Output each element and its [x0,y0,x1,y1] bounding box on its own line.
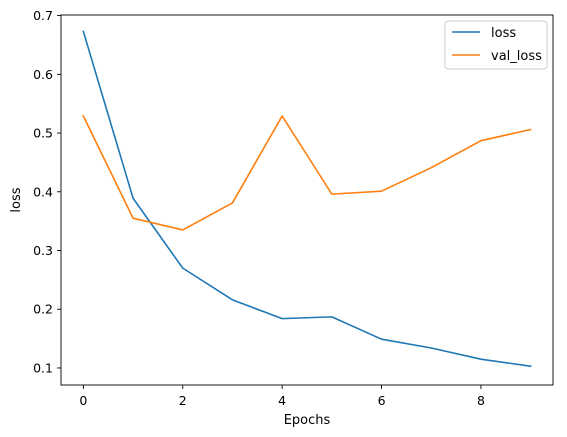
y-tick-label: 0.7 [33,8,53,23]
axes-frame [60,14,554,386]
x-tick-label: 8 [477,393,485,408]
x-tick-label: 0 [79,393,87,408]
legend-label-val-loss: val_loss [491,49,542,64]
x-tick-label: 6 [378,393,386,408]
series-layer [82,30,532,368]
axes-layer: 0 2 4 6 8 0.1 0.2 0.3 0.4 0.5 0.6 0.7 [33,8,554,408]
y-tick-label: 0.1 [33,360,53,375]
series-line-loss [82,30,532,368]
x-tick-label: 2 [179,393,187,408]
y-tick-label: 0.6 [33,67,53,82]
y-axis-title: loss [9,187,24,212]
x-axis-title: Epochs [284,413,331,428]
y-tick-label: 0.3 [33,243,53,258]
series-line-val-loss [82,114,532,231]
legend: loss val_loss [444,20,548,70]
y-tick-label: 0.5 [33,126,53,141]
legend-label-loss: loss [491,26,516,41]
x-tick-label: 4 [278,393,286,408]
legend-box [444,20,548,70]
y-tick-label: 0.4 [33,184,53,199]
y-tick-label: 0.2 [33,302,53,317]
